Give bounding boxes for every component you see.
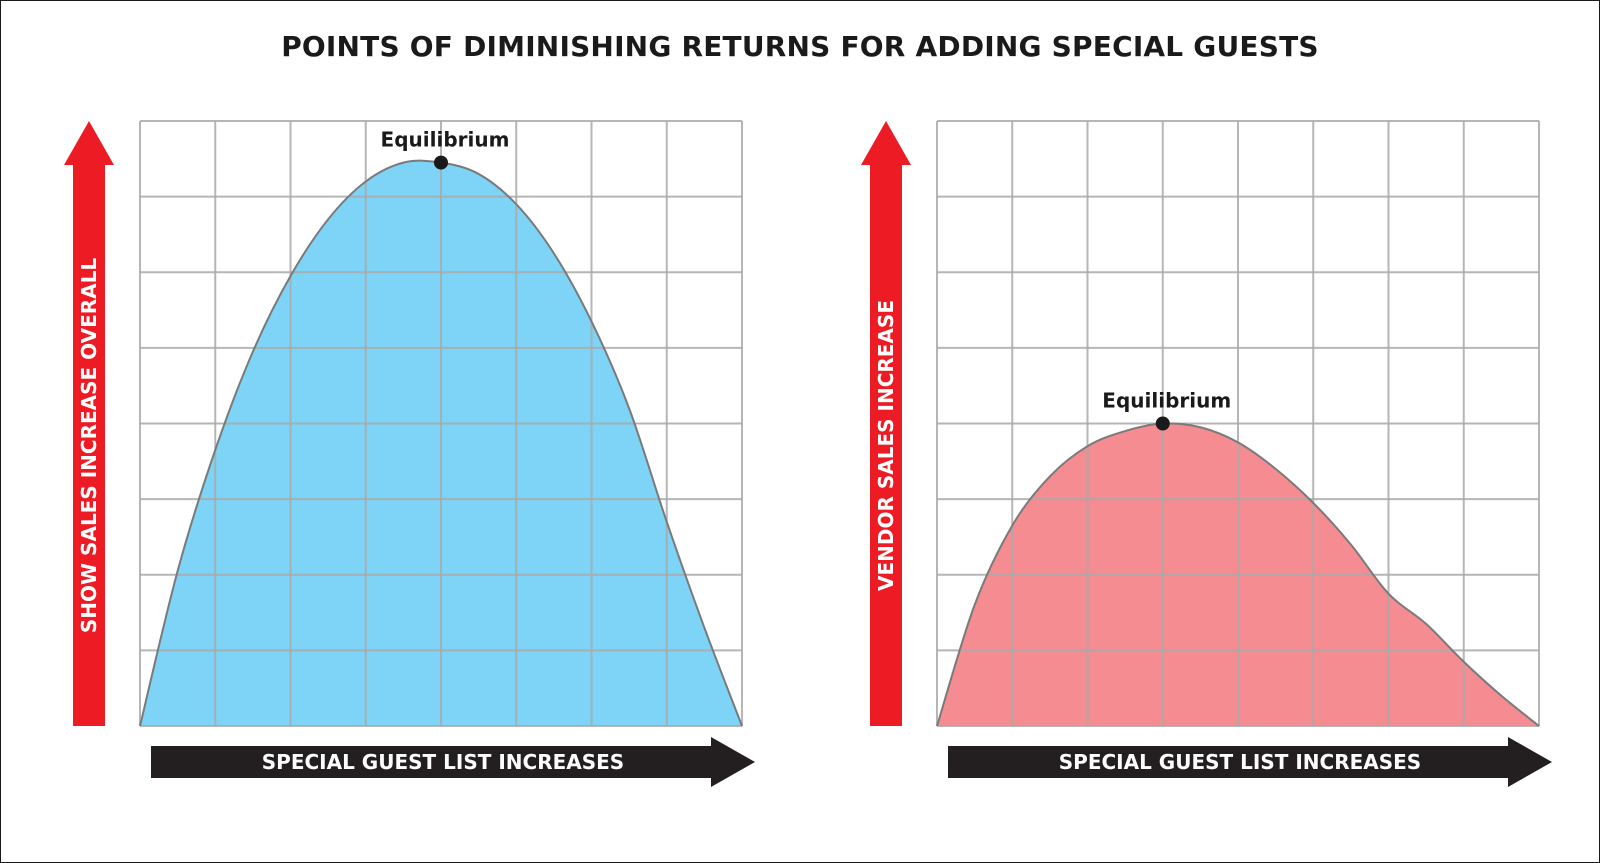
right-y-axis-arrow	[861, 121, 911, 726]
right-series-line	[936, 422, 1540, 727]
left-grid	[139, 120, 743, 727]
right-equilibrium-point	[1155, 416, 1170, 431]
left-y-axis-label: SHOW SALES INCREASE OVERALL	[77, 258, 101, 633]
left-x-axis-arrow	[151, 737, 755, 787]
right-y-axis-label: VENDOR SALES INCREASE	[874, 300, 898, 591]
left-chart: Equilibrium SHOW SALES INCREASE OVERALL SP…	[64, 120, 755, 787]
right-chart: Equilibrium VENDOR SALES INCREASE SPECIAL …	[861, 120, 1552, 787]
left-equilibrium-label: Equilibrium	[381, 128, 510, 152]
right-x-axis-arrow	[948, 737, 1552, 787]
right-grid	[936, 120, 1540, 727]
right-x-axis-label: SPECIAL GUEST LIST INCREASES	[1059, 750, 1421, 774]
left-y-axis-arrow	[64, 121, 114, 726]
right-equilibrium-label: Equilibrium	[1102, 389, 1231, 413]
left-equilibrium-point	[434, 155, 448, 170]
left-x-axis-label: SPECIAL GUEST LIST INCREASES	[262, 750, 624, 774]
figure-title: POINTS OF DIMINISHING RETURNS FOR ADDING…	[281, 30, 1319, 63]
